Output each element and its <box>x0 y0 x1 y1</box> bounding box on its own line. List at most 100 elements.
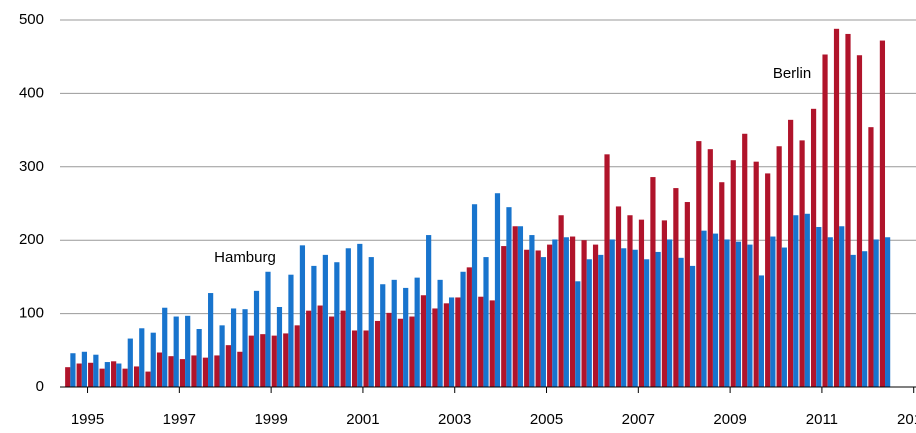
bar <box>689 265 696 387</box>
bar <box>667 239 673 387</box>
bar <box>65 367 71 387</box>
bar <box>237 351 243 387</box>
bar <box>122 368 128 387</box>
bar <box>483 257 489 387</box>
bar <box>615 206 622 387</box>
bar <box>283 333 289 387</box>
bar <box>604 154 610 387</box>
bar <box>357 243 363 387</box>
bar <box>271 335 277 387</box>
bar <box>299 245 306 387</box>
bar <box>334 262 340 387</box>
bar <box>804 213 810 387</box>
bar <box>351 330 358 387</box>
bar <box>879 40 886 387</box>
bar <box>827 237 833 387</box>
bar <box>156 352 163 387</box>
bar <box>494 193 501 387</box>
bar <box>374 320 381 387</box>
bar <box>885 237 891 387</box>
bar <box>575 281 581 387</box>
bar <box>742 133 748 387</box>
bar <box>638 219 645 387</box>
x-tick-label: 2009 <box>713 411 746 428</box>
bar <box>380 284 386 387</box>
bar <box>478 296 484 387</box>
bar <box>230 308 237 387</box>
bar <box>363 330 369 387</box>
bar <box>260 334 266 387</box>
bar <box>627 215 633 387</box>
y-tick-label: 400 <box>19 84 44 101</box>
bar <box>799 140 805 387</box>
x-tick-label: 2011 <box>806 411 838 428</box>
bar <box>403 287 409 387</box>
bar <box>707 149 713 387</box>
bar <box>460 271 466 387</box>
y-tick-label: 100 <box>19 305 44 322</box>
bar <box>133 366 140 387</box>
bar <box>753 161 759 387</box>
bar <box>501 246 507 387</box>
bar <box>443 303 449 387</box>
bar <box>329 316 335 387</box>
series-label: Berlin <box>773 65 811 82</box>
bar <box>489 300 495 387</box>
bar <box>506 207 512 387</box>
bar <box>776 146 782 387</box>
bar <box>242 309 248 387</box>
bar <box>512 226 518 387</box>
bar <box>788 119 794 387</box>
bar <box>265 271 271 387</box>
bar <box>420 295 427 387</box>
bar <box>276 306 283 387</box>
bar <box>168 356 174 387</box>
bar <box>673 188 679 387</box>
bar <box>868 127 874 387</box>
bar <box>409 316 415 387</box>
bar <box>150 332 156 387</box>
bar <box>191 355 197 387</box>
bar <box>793 215 799 387</box>
bar <box>322 254 328 387</box>
bar <box>208 293 214 387</box>
bar <box>552 239 558 387</box>
bar <box>850 254 856 387</box>
x-tick-label: 2001 <box>346 411 379 428</box>
bar <box>162 307 168 387</box>
x-tick-label: 1999 <box>254 411 287 428</box>
bar <box>219 325 225 387</box>
bar <box>719 182 725 387</box>
bar <box>127 338 133 387</box>
bar <box>471 204 478 387</box>
bar <box>655 251 661 387</box>
bar <box>368 257 374 387</box>
bar <box>88 362 94 387</box>
bar <box>632 249 638 387</box>
y-tick-label: 300 <box>19 158 44 175</box>
bar <box>414 277 420 387</box>
bar <box>547 244 553 387</box>
bar <box>781 247 787 387</box>
x-tick-label: 2007 <box>622 411 655 428</box>
bar <box>765 173 771 387</box>
bar <box>747 244 753 387</box>
bar <box>833 28 840 387</box>
bar <box>93 354 99 387</box>
bar <box>529 235 535 387</box>
bar <box>712 233 719 387</box>
y-tick-label: 0 <box>36 378 44 395</box>
bar <box>873 239 879 387</box>
bar <box>598 254 604 387</box>
bar <box>76 363 82 387</box>
bar <box>386 312 392 387</box>
x-tick-label: 1995 <box>71 411 104 428</box>
bar <box>196 329 202 387</box>
y-tick-label: 500 <box>19 11 44 28</box>
bar <box>724 239 730 387</box>
series-label: Hamburg <box>214 249 276 266</box>
bar <box>311 265 317 387</box>
bar <box>116 363 122 387</box>
x-tick-label: 2013 <box>897 411 916 428</box>
